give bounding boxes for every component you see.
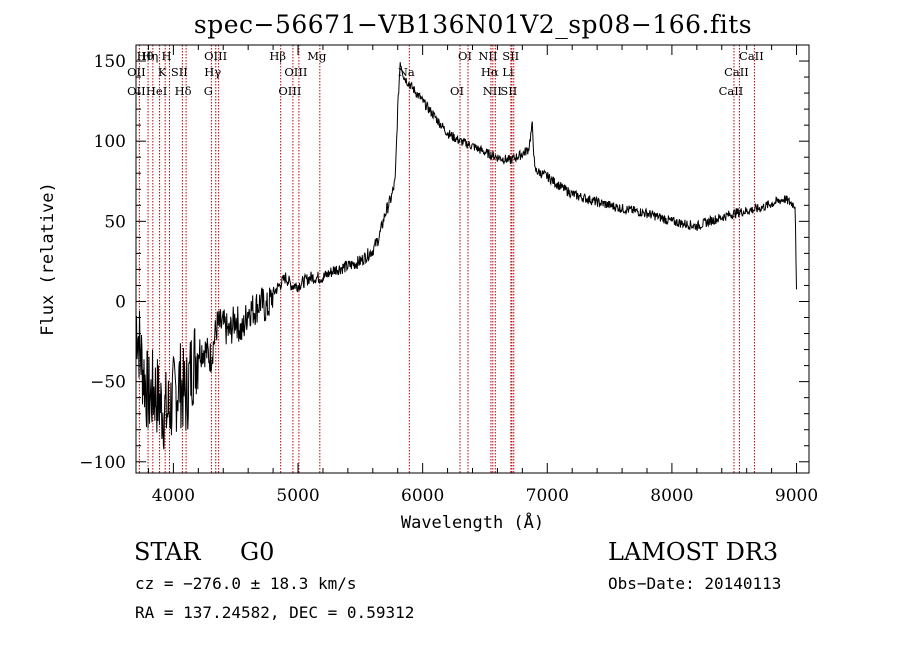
- y-tick-label: −100: [79, 453, 126, 473]
- line-label: Hθ: [137, 49, 154, 63]
- y-tick-label: 100: [94, 132, 126, 152]
- line-label: SII: [500, 84, 517, 98]
- line-label: Hδ: [175, 84, 192, 98]
- y-tick-label: 150: [94, 52, 126, 72]
- x-axis-label: Wavelength (Å): [401, 511, 544, 533]
- line-label: G: [204, 84, 213, 98]
- line-label: OI: [450, 84, 464, 98]
- x-tick-label: 5000: [276, 486, 319, 506]
- line-label: Mg: [307, 49, 327, 63]
- x-tick-label: 7000: [526, 486, 569, 506]
- spectrum-line: [135, 62, 797, 450]
- line-label: Hα: [481, 65, 499, 79]
- line-label: OIII: [284, 65, 307, 79]
- line-label: HeI: [146, 84, 167, 98]
- line-label: OII: [127, 84, 146, 98]
- x-tick-label: 8000: [650, 486, 693, 506]
- axis-ticks: 4000 5000 6000 7000 8000 9000 −100 −50 0 50 100 150: [79, 45, 818, 506]
- line-label: OI: [458, 49, 472, 63]
- line-label: CaII: [724, 65, 749, 79]
- line-label: Li: [502, 65, 514, 79]
- line-label: CaII: [739, 49, 764, 63]
- line-label: OIII: [278, 84, 301, 98]
- line-label: OIII: [204, 49, 227, 63]
- y-tick-label: −50: [90, 373, 126, 393]
- line-label: Hβ: [269, 49, 286, 63]
- x-tick-label: 9000: [775, 486, 818, 506]
- observation-date: Obs−Date: 20140113: [608, 574, 782, 593]
- line-label: SII: [171, 65, 188, 79]
- line-label: CaII: [719, 84, 744, 98]
- x-tick-label: 6000: [401, 486, 444, 506]
- line-labels: HθOIIOIIHηKHeIHSIIHδOIIIHγGHβOIIIOIIIMgN…: [127, 49, 764, 98]
- chart-title: spec−56671−VB136N01V2_sp08−166.fits: [193, 10, 753, 39]
- y-tick-label: 0: [115, 292, 126, 312]
- spectrum-group: [135, 62, 797, 450]
- line-label: K: [158, 65, 167, 79]
- survey-name: LAMOST DR3: [608, 538, 779, 566]
- line-label: Hγ: [204, 65, 221, 79]
- line-label: Hη: [141, 49, 158, 63]
- line-label: OII: [127, 65, 146, 79]
- y-axis-label: Flux (relative): [38, 182, 58, 336]
- line-label: NII: [478, 49, 497, 63]
- line-label: Na: [398, 65, 415, 79]
- object-class: STAR: [134, 538, 201, 566]
- line-label: SII: [502, 49, 519, 63]
- x-tick-label: 4000: [152, 486, 195, 506]
- plot-frame: [135, 44, 810, 474]
- ra-dec-coordinates: RA = 137.24582, DEC = 0.59312: [135, 603, 415, 622]
- redshift-cz: cz = −276.0 ± 18.3 km/s: [135, 574, 357, 593]
- line-markers: [138, 45, 755, 473]
- object-subclass: G0: [240, 538, 275, 566]
- line-label: H: [162, 49, 172, 63]
- line-label: NII: [483, 84, 502, 98]
- y-tick-label: 50: [104, 212, 126, 232]
